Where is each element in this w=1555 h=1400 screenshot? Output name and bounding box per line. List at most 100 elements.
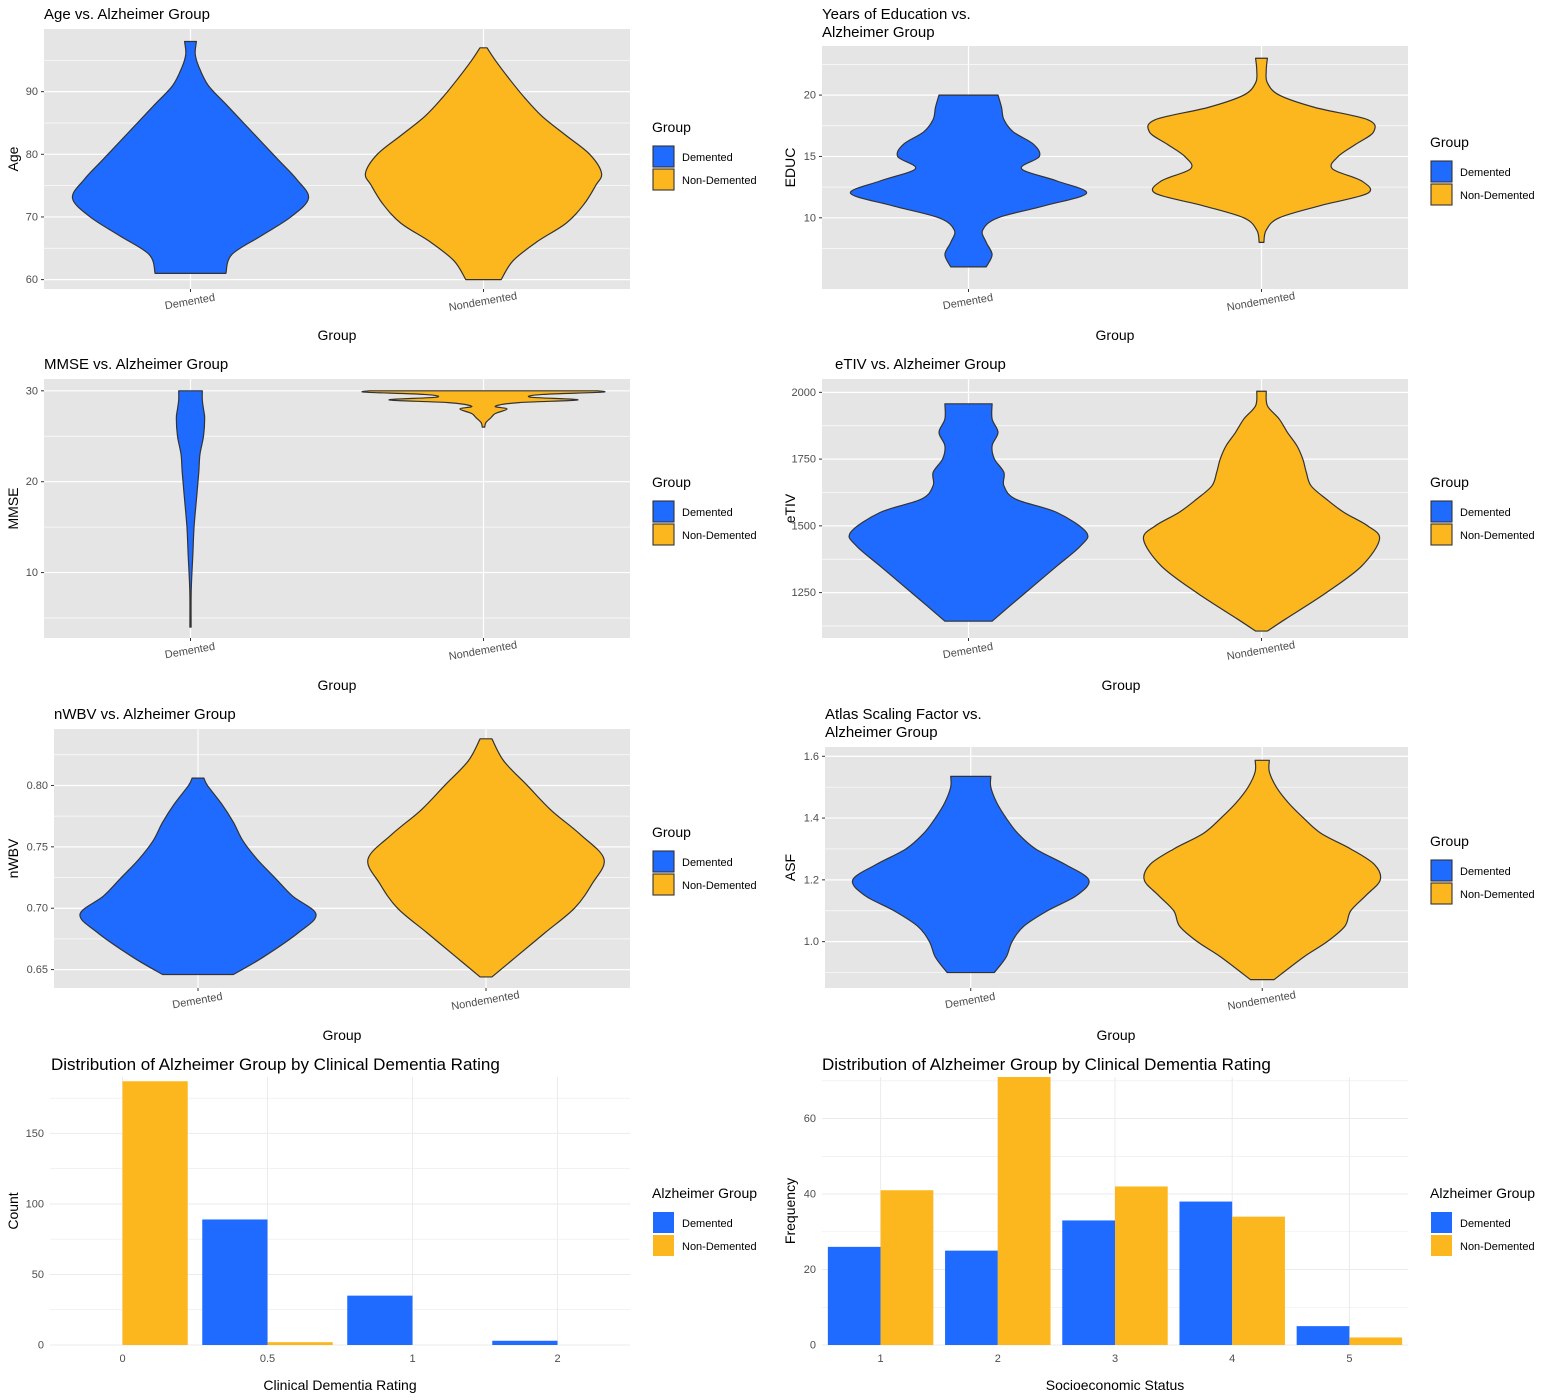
legend-key-non-demented	[1430, 183, 1453, 206]
y-tick-label: 0.80	[27, 780, 48, 792]
legend: Group Demented Non-Demented	[1430, 833, 1535, 905]
violin-demented	[851, 775, 1090, 974]
legend-title: Group	[1430, 833, 1469, 849]
x-tick-label: 0.5	[260, 1353, 275, 1365]
legend-key-non-demented	[652, 168, 675, 191]
legend-title: Group	[652, 119, 691, 135]
y-tick-label: 30	[26, 385, 38, 397]
bar-non-demented	[122, 1081, 188, 1345]
x-axis-label: Group	[1096, 327, 1135, 343]
legend: Group Demented Non-Demented	[1430, 474, 1535, 546]
x-tick-label: Nondemented	[448, 639, 518, 663]
y-axis-label: eTIV	[782, 493, 798, 523]
legend-title: Group	[1430, 474, 1469, 490]
chart-title: Age vs. Alzheimer Group	[44, 6, 210, 23]
legend-key-non-demented	[1430, 882, 1453, 905]
bar-demented	[492, 1340, 558, 1345]
chart-2: 10 15 20 Demented Nondemented Years of Educat…	[782, 6, 1535, 343]
bar-demented	[827, 1246, 881, 1345]
legend-key-demented	[1431, 1212, 1452, 1233]
legend-label: Non-Demented	[682, 880, 757, 892]
y-axis-label: Age	[5, 146, 21, 171]
x-tick-label: 3	[1112, 1353, 1118, 1365]
legend-label: Demented	[1460, 167, 1511, 179]
violin-demented	[849, 94, 1088, 268]
legend-title: Alzheimer Group	[1430, 1185, 1535, 1201]
y-tick-label: 0.75	[27, 841, 48, 853]
legend-label: Demented	[1460, 866, 1511, 878]
y-tick-label: 90	[26, 86, 38, 98]
x-axis-label: Socioeconomic Status	[1046, 1377, 1185, 1393]
y-axis-label: MMSE	[5, 488, 21, 530]
legend-key-non-demented	[652, 523, 675, 546]
y-axis-label: Count	[5, 1192, 21, 1229]
x-axis-label: Group	[1097, 1027, 1136, 1043]
chart-5: 0.65 0.70 0.75 0.80 Demented Nondemented nWBV …	[5, 706, 757, 1043]
legend-label: Non-Demented	[1460, 530, 1535, 542]
legend-title: Group	[1430, 134, 1469, 150]
y-axis-label: nWBV	[5, 838, 21, 878]
legend-label: Demented	[682, 152, 733, 164]
y-tick-label: 10	[804, 212, 816, 224]
y-tick-label: 0	[810, 1340, 816, 1352]
legend-key-non-demented	[1431, 1235, 1452, 1256]
chart-title: Years of Education vs.	[822, 6, 971, 23]
legend-label: Demented	[682, 1218, 733, 1230]
bar-non-demented	[1115, 1186, 1168, 1345]
x-tick-label: 4	[1229, 1353, 1235, 1365]
legend: Group Demented Non-Demented	[652, 474, 757, 546]
y-axis-label: Frequency	[782, 1178, 798, 1244]
legend-label: Demented	[682, 507, 733, 519]
violin-demented	[848, 403, 1089, 622]
panel-background	[44, 379, 630, 638]
chart-7: 0 50 100 150 0 0.5 1 2 Distribution of Alzheimer…	[5, 1055, 757, 1393]
chart-1: 60 70 80 90 Demented Nondemented Age vs. Alzhe…	[5, 6, 757, 343]
x-tick-label: 1	[409, 1353, 415, 1365]
bar-demented	[945, 1250, 998, 1345]
x-axis-label: Group	[318, 327, 357, 343]
y-tick-label: 15	[804, 151, 816, 163]
x-tick-label: Demented	[944, 991, 996, 1012]
chart-title: Distribution of Alzheimer Group by Clini…	[51, 1055, 500, 1074]
y-tick-label: 1.4	[804, 813, 819, 825]
legend-key-demented	[653, 1212, 674, 1233]
bar-demented	[347, 1295, 413, 1345]
violin-nondemented	[364, 47, 603, 281]
y-tick-label: 1750	[792, 454, 816, 466]
legend-key-demented	[652, 500, 675, 523]
y-tick-label: 1250	[792, 587, 816, 599]
chart-title: MMSE vs. Alzheimer Group	[44, 356, 228, 373]
bar-non-demented	[880, 1190, 934, 1345]
y-tick-label: 20	[804, 90, 816, 102]
chart-title: nWBV vs. Alzheimer Group	[54, 706, 236, 723]
y-tick-label: 50	[32, 1269, 44, 1281]
x-axis-label: Group	[318, 677, 357, 693]
legend-label: Demented	[682, 857, 733, 869]
legend: Group Demented Non-Demented	[652, 824, 757, 896]
violin-demented	[71, 40, 310, 274]
y-tick-label: 60	[26, 274, 38, 286]
violin-demented	[79, 777, 317, 976]
legend-label: Non-Demented	[682, 1241, 757, 1253]
y-axis-label: ASF	[782, 854, 798, 881]
chart-title: Atlas Scaling Factor vs.	[825, 706, 982, 723]
legend: Alzheimer Group Demented Non-Demented	[1430, 1185, 1535, 1256]
y-tick-label: 70	[26, 211, 38, 223]
legend-label: Demented	[1460, 1218, 1511, 1230]
legend-key-demented	[1430, 500, 1453, 523]
x-tick-label: Nondemented	[1226, 290, 1296, 314]
y-tick-label: 0	[38, 1340, 44, 1352]
y-tick-label: 0.70	[27, 903, 48, 915]
bar-non-demented	[1232, 1216, 1285, 1345]
legend-label: Non-Demented	[1460, 1241, 1535, 1253]
x-tick-label: Demented	[164, 292, 216, 313]
legend-title: Alzheimer Group	[652, 1185, 757, 1201]
chart-4: 1250 1500 1750 2000 Demented Nondemented eTIV …	[782, 356, 1535, 693]
x-axis-label: Clinical Dementia Rating	[263, 1377, 416, 1393]
x-tick-label: Nondemented	[450, 989, 520, 1013]
bar-non-demented	[1349, 1337, 1403, 1345]
x-tick-label: Demented	[942, 641, 994, 662]
violin-nondemented	[1143, 759, 1382, 981]
violin-nondemented	[1142, 390, 1381, 632]
